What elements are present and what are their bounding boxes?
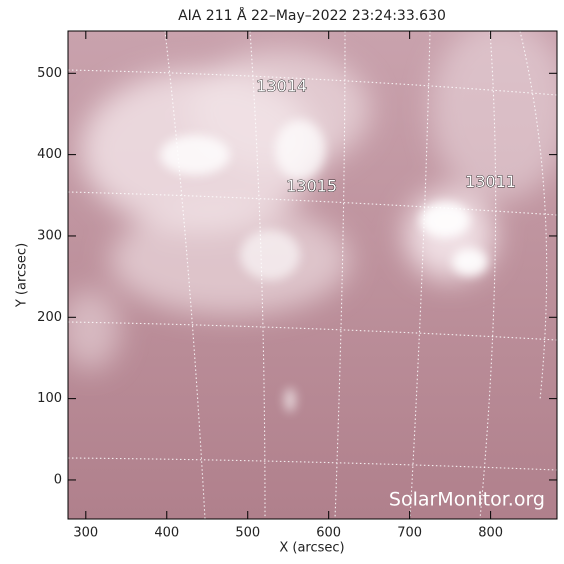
region-label: 13011 [465,172,516,191]
watermark: SolarMonitor.org [389,489,545,511]
y-tick-label: 500 [37,66,62,81]
x-tick-label: 300 [73,526,98,541]
x-axis-label: X (arcsec) [279,541,344,556]
plot-frame [67,30,558,520]
x-tick-label: 600 [316,526,341,541]
heliographic-grid [68,31,557,519]
y-tick-label: 400 [37,147,62,162]
region-label: 13014 [256,77,307,96]
y-tick-label: 300 [37,228,62,243]
y-axis-label: Y (arcsec) [15,243,30,308]
y-tick-label: 0 [54,472,62,487]
title: AIA 211 Å 22–May–2022 23:24:33.630 [178,7,446,24]
x-tick-label: 800 [478,526,503,541]
solar-image [68,31,557,519]
y-tick-label: 200 [37,310,62,325]
x-tick-label: 400 [154,526,179,541]
x-tick-label: 500 [235,526,260,541]
x-tick-label: 700 [397,526,422,541]
y-tick-label: 100 [37,391,62,406]
region-label: 13015 [286,177,337,196]
